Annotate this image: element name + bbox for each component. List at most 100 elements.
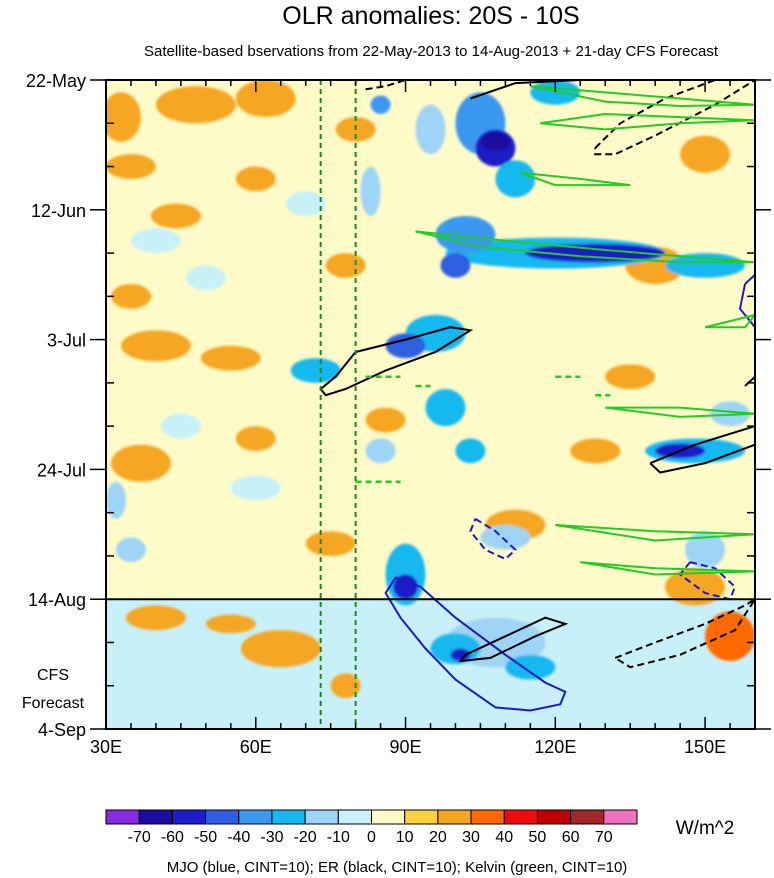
er-contour — [319, 326, 474, 397]
anomaly-patch — [106, 154, 156, 179]
anomaly-patch — [385, 333, 426, 359]
colorbar-swatch — [337, 809, 372, 825]
y-tick-label: 12-Jun — [31, 201, 86, 221]
anomaly-patch — [425, 389, 466, 427]
anomaly-patch — [370, 95, 391, 114]
anomaly-patch — [205, 614, 256, 634]
anomaly-patch — [160, 413, 201, 439]
chart-title: OLR anomalies: 20S - 10S — [282, 2, 579, 30]
anomaly-patch — [525, 243, 666, 263]
colorbar-label: -50 — [194, 829, 217, 846]
anomaly-patch — [200, 345, 261, 371]
forecast-label-line1: CFS — [37, 667, 69, 684]
anomaly-patch — [685, 531, 726, 569]
y-tick-label: 14-Aug — [28, 590, 86, 610]
anomaly-patch — [360, 166, 381, 216]
y-tick-label: 24-Jul — [37, 460, 86, 480]
kelvin-contour — [605, 406, 755, 418]
anomaly-patch — [570, 438, 621, 464]
anomaly-patch — [680, 135, 731, 173]
anomaly-patch — [106, 481, 126, 519]
anomaly-patch — [710, 401, 751, 427]
anomaly-patch — [115, 537, 146, 563]
anomaly-patch — [110, 283, 151, 309]
colorbar-swatch — [371, 809, 406, 825]
anomaly-patch — [235, 80, 296, 118]
mjo-contour — [384, 576, 567, 712]
anomaly-patch — [355, 623, 396, 649]
anomaly-patch — [365, 407, 406, 433]
er-contour — [744, 375, 755, 387]
kelvin-contour — [704, 313, 755, 329]
colorbar-label: -70 — [128, 829, 151, 846]
anomaly-patch — [455, 438, 486, 464]
anomaly-patch — [365, 438, 396, 464]
colorbar-label: -40 — [227, 829, 250, 846]
colorbar-label: 60 — [562, 829, 580, 846]
anomaly-patch — [440, 253, 471, 278]
reference-lines — [319, 80, 357, 729]
y-tick-label: 3-Jul — [47, 331, 86, 351]
anomaly-patch — [106, 92, 141, 142]
x-tick-label: 60E — [240, 737, 272, 757]
anomaly-patch — [290, 358, 341, 383]
colorbar-label: 70 — [595, 829, 613, 846]
colorbar-label: 30 — [462, 829, 480, 846]
colorbar-swatch — [138, 809, 173, 825]
colorbar-swatch — [171, 809, 207, 825]
anomaly-patch — [435, 215, 496, 254]
anomaly-patch — [120, 330, 191, 362]
mjo-contour-dashed — [469, 517, 517, 561]
forecast-background — [106, 599, 755, 729]
anomaly-patch — [605, 364, 656, 390]
kelvin-contour — [540, 112, 755, 131]
colorbar-label: -30 — [260, 829, 283, 846]
er-contour — [649, 425, 755, 474]
anomaly-patch — [150, 203, 201, 229]
anomaly-patch — [285, 191, 326, 216]
anomaly-patches — [106, 80, 755, 699]
contour-legend: MJO (blue, CINT=10); ER (black, CINT=10)… — [167, 859, 628, 876]
contour-layer — [319, 80, 755, 712]
er-contour-dashed — [594, 80, 755, 156]
colorbar-swatch — [271, 809, 306, 825]
colorbar-label: 10 — [396, 829, 414, 846]
y-axis: 22-May 12-Jun 3-Jul 24-Jul 14-Aug 4-Sep — [26, 71, 771, 740]
anomaly-patch — [330, 673, 361, 699]
colorbar: -70 -60 -50 -40 -30 -20 -10 0 10 20 30 40 50 60 70 — [105, 809, 638, 846]
anomaly-patch — [450, 648, 471, 662]
x-tick-label: 150E — [684, 737, 726, 757]
colorbar-swatch — [503, 809, 538, 825]
anomaly-patch — [125, 605, 186, 631]
anomaly-patch — [495, 160, 536, 198]
plot-area — [106, 80, 755, 729]
er-contour — [458, 616, 569, 663]
anomaly-patch — [305, 531, 356, 556]
anomaly-patch — [185, 265, 226, 291]
chart-subtitle: Satellite-based bservations from 22-May-… — [144, 43, 719, 60]
colorbar-label: 40 — [495, 829, 513, 846]
colorbar-label: 50 — [529, 829, 547, 846]
anomaly-patch — [480, 132, 511, 152]
kelvin-contour — [580, 561, 755, 576]
anomaly-patch — [230, 475, 281, 501]
anomaly-patch — [240, 630, 321, 668]
anomaly-patch — [505, 654, 556, 680]
colorbar-swatch — [304, 809, 339, 825]
anomaly-patch — [235, 426, 276, 451]
colorbar-label: 20 — [429, 829, 447, 846]
anomaly-patch — [705, 611, 755, 662]
colorbar-swatch — [470, 809, 505, 825]
er-contour-dashed — [365, 80, 406, 91]
colorbar-label: -10 — [327, 829, 350, 846]
anomaly-patch — [155, 86, 236, 124]
kelvin-contour — [555, 524, 755, 542]
colorbar-swatch — [105, 809, 140, 825]
kelvin-contour — [520, 171, 631, 187]
colorbar-label: -20 — [294, 829, 317, 846]
anomaly-patch — [235, 166, 276, 192]
er-contour-dashed — [614, 598, 755, 669]
colorbar-unit: W/m^2 — [676, 818, 735, 839]
mjo-contour — [738, 273, 755, 329]
